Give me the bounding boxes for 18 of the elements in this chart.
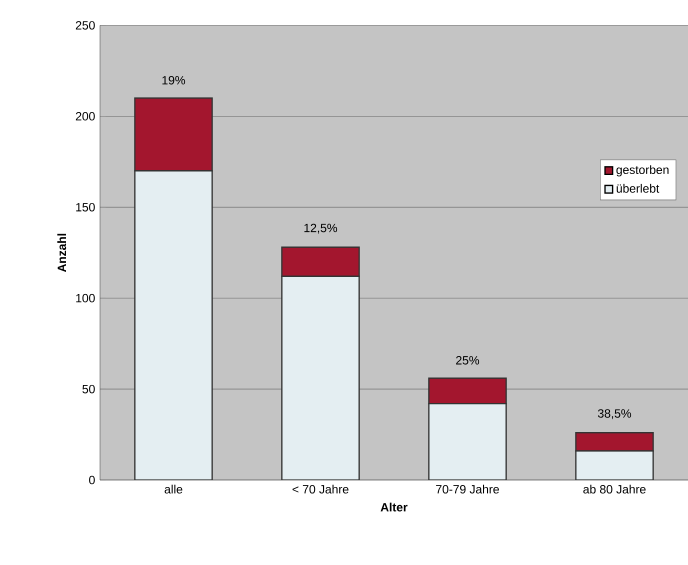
x-tick-label: alle: [164, 484, 182, 494]
x-tick-label: ab 80 Jahre: [583, 484, 646, 494]
y-tick-label: 0: [89, 476, 95, 484]
x-tick-label: 70-79 Jahre: [436, 484, 499, 494]
y-tick-label: 100: [76, 294, 95, 302]
y-tick-label: 200: [76, 112, 95, 121]
annotation: 38,5%: [598, 409, 632, 420]
y-tick-label: 50: [82, 384, 95, 394]
y-axis-title: Anzahl: [57, 234, 66, 272]
annotation: 19%: [162, 76, 186, 84]
annotation: 12,5%: [304, 224, 338, 234]
legend-label: überlebt: [616, 184, 660, 193]
x-tick-label: < 70 Jahre: [292, 484, 348, 494]
x-axis-title: Alter: [380, 502, 408, 512]
legend-label: gestorben: [616, 165, 669, 176]
annotation: 25%: [456, 356, 480, 365]
y-tick-label: 250: [76, 21, 95, 30]
y-tick-label: 150: [76, 202, 95, 212]
